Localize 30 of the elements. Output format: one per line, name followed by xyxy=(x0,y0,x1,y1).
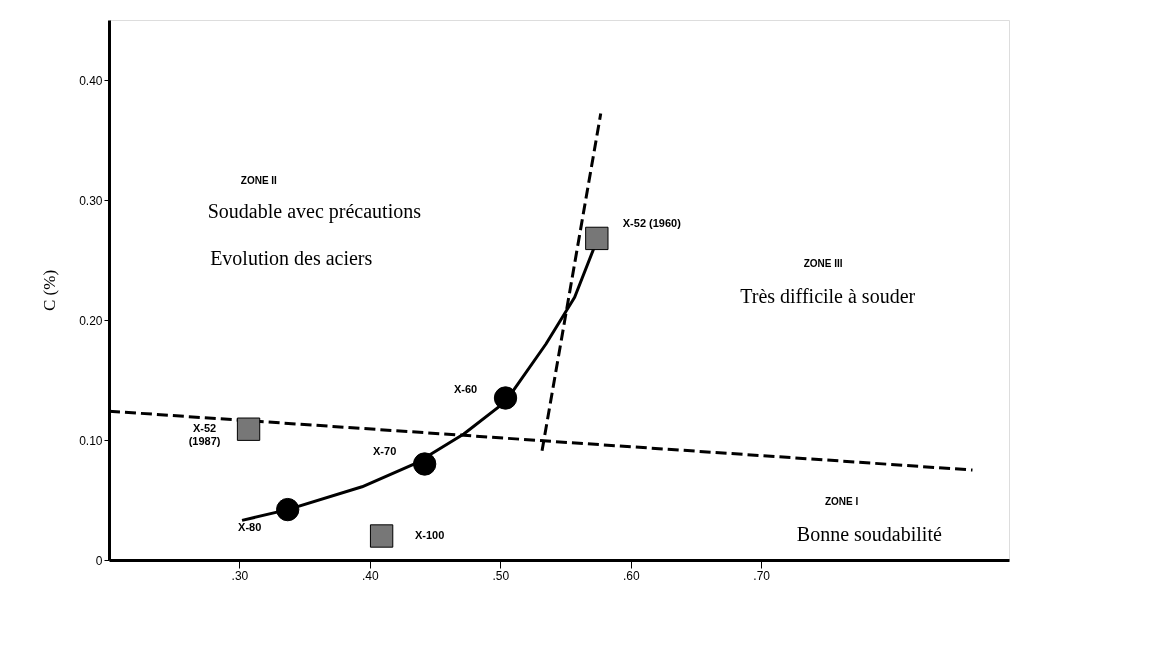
y-tick-label: 0.10 xyxy=(79,433,103,448)
annotation: Soudable avec précautions xyxy=(207,199,422,223)
point xyxy=(585,226,609,251)
annotation: ZONE II xyxy=(240,174,278,186)
annotation: X-70 xyxy=(373,445,397,457)
annotation: X-100 xyxy=(414,529,445,541)
annotation: X-80 xyxy=(238,520,262,533)
x-tick-label: .50 xyxy=(492,568,510,583)
y-tick-label: 0.20 xyxy=(79,313,103,328)
y-tick-label: 0.40 xyxy=(79,73,103,88)
y-tick-label: 0 xyxy=(95,553,103,568)
x-tick-label: .70 xyxy=(753,568,771,583)
x-tick-label: .60 xyxy=(622,568,640,583)
annotation: Très difficile à souder xyxy=(740,285,916,308)
point xyxy=(493,386,518,410)
annotation: Bonne soudabilité xyxy=(796,523,942,546)
annotation: X-52 (1960) xyxy=(622,217,682,230)
annotation: Evolution des aciers xyxy=(210,247,373,270)
y-axis-title: C (%) xyxy=(40,269,60,312)
point xyxy=(369,524,394,548)
point xyxy=(276,497,300,522)
point xyxy=(412,452,437,476)
annotation: X-60 xyxy=(453,383,478,395)
point xyxy=(236,417,261,441)
x-tick-label: .40 xyxy=(362,568,380,583)
x-tick-label: .30 xyxy=(231,568,249,583)
annotation: X-52 (1987) xyxy=(188,422,221,448)
annotation: ZONE I xyxy=(824,496,859,508)
annotation: ZONE III xyxy=(803,257,843,269)
y-tick-label: 0.30 xyxy=(79,193,103,208)
